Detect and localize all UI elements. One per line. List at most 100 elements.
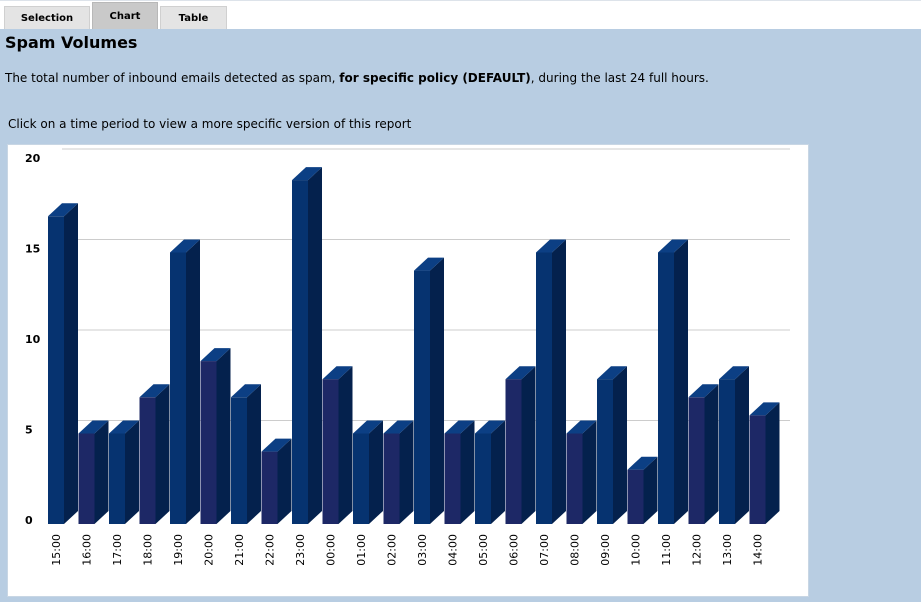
x-tick-label: 15:00	[50, 534, 63, 566]
description-prefix: The total number of inbound emails detec…	[5, 71, 340, 85]
x-tick-label: 08:00	[569, 534, 582, 566]
chart-container: 0 5 10 15 20 15:00 16:00 17:00 18:00 19:00 20:00 21…	[7, 144, 809, 597]
y-tick-label: 15	[25, 243, 40, 256]
bar-15:00[interactable]	[48, 203, 78, 525]
y-tick-label: 10	[25, 333, 41, 346]
bar-front	[292, 180, 308, 524]
x-tick-label: 07:00	[538, 534, 551, 566]
bar-front	[749, 415, 766, 524]
bar-top	[292, 167, 322, 181]
x-tick-label: 09:00	[599, 534, 612, 566]
bar-top	[170, 239, 200, 253]
bar-side	[643, 456, 658, 524]
bar-16:00[interactable]	[78, 420, 109, 525]
x-tick-label: 22:00	[264, 534, 277, 566]
x-tick-label: 20:00	[203, 534, 216, 566]
bar-front	[139, 397, 156, 524]
bar-front	[536, 252, 552, 524]
bar-01:00[interactable]	[353, 420, 383, 525]
bar-front	[353, 433, 369, 524]
bar-19:00[interactable]	[170, 239, 200, 525]
bar-top	[719, 366, 749, 380]
bar-top	[48, 203, 78, 217]
bar-top	[139, 384, 170, 398]
bar-23:00[interactable]	[292, 167, 322, 524]
y-tick-label: 5	[25, 424, 33, 437]
bar-front	[78, 433, 95, 524]
bar-top	[566, 420, 597, 434]
bar-side	[64, 203, 78, 525]
bar-side	[369, 420, 383, 524]
bar-front	[475, 433, 491, 524]
bar-front	[688, 397, 705, 524]
tab-bar: Selection Chart Table	[0, 0, 921, 30]
tab-selection[interactable]: Selection	[4, 6, 90, 30]
y-tick-label: 0	[25, 514, 33, 527]
bar-side	[460, 420, 475, 524]
bar-17:00[interactable]	[109, 420, 139, 525]
bar-02:00[interactable]	[383, 420, 414, 525]
x-tick-label: 13:00	[721, 534, 734, 566]
bar-front	[505, 379, 522, 524]
x-tick-label: 19:00	[172, 534, 185, 566]
bar-top	[200, 348, 231, 362]
bar-top	[505, 366, 536, 380]
bar-front	[719, 379, 735, 524]
bar-front	[322, 379, 339, 524]
bar-top	[749, 402, 780, 416]
bar-top	[627, 456, 658, 470]
bar-side	[613, 366, 627, 524]
page-title: Spam Volumes	[5, 33, 138, 52]
bar-side	[491, 420, 505, 524]
bar-top	[322, 366, 353, 380]
bar-side	[308, 167, 322, 524]
y-tick-label: 20	[25, 152, 41, 165]
bar-front	[200, 361, 217, 524]
bar-18:00[interactable]	[139, 384, 170, 524]
bar-side	[765, 402, 780, 524]
bar-06:00[interactable]	[505, 366, 536, 524]
bar-04:00[interactable]	[444, 420, 475, 525]
bar-front	[658, 252, 674, 524]
bar-side	[186, 239, 200, 524]
bar-side	[430, 257, 444, 524]
bar-top	[353, 420, 383, 434]
bar-front	[109, 433, 125, 524]
bar-07:00[interactable]	[536, 239, 566, 525]
bar-side	[674, 239, 688, 524]
bar-side	[216, 348, 231, 524]
bar-12:00[interactable]	[688, 384, 719, 524]
bar-00:00[interactable]	[322, 366, 353, 524]
bar-top	[109, 420, 139, 434]
bar-13:00[interactable]	[719, 366, 749, 524]
x-tick-label: 17:00	[111, 534, 124, 566]
bar-front	[627, 469, 644, 524]
bar-top	[688, 384, 719, 398]
drilldown-hint: Click on a time period to view a more sp…	[8, 117, 412, 131]
bar-side	[521, 366, 536, 524]
tab-chart[interactable]: Chart	[92, 2, 158, 30]
bar-side	[94, 420, 109, 524]
bar-side	[277, 438, 292, 524]
tab-table[interactable]: Table	[160, 6, 227, 30]
bar-20:00[interactable]	[200, 348, 231, 524]
bar-top	[261, 438, 292, 452]
bar-side	[125, 420, 139, 524]
bar-top	[658, 239, 688, 253]
bar-14:00[interactable]	[749, 402, 780, 524]
bar-09:00[interactable]	[597, 366, 627, 524]
x-tick-label: 10:00	[630, 534, 643, 566]
bar-top	[231, 384, 261, 398]
bar-front	[566, 433, 583, 524]
bar-21:00[interactable]	[231, 384, 261, 524]
bar-03:00[interactable]	[414, 257, 444, 524]
bar-05:00[interactable]	[475, 420, 505, 525]
bar-side	[552, 239, 566, 524]
bar-side	[399, 420, 414, 524]
x-tick-label: 00:00	[325, 534, 338, 566]
bar-08:00[interactable]	[566, 420, 597, 525]
x-tick-label: 14:00	[752, 534, 765, 566]
bar-10:00[interactable]	[627, 456, 658, 524]
bar-11:00[interactable]	[658, 239, 688, 525]
bar-22:00[interactable]	[261, 438, 292, 524]
